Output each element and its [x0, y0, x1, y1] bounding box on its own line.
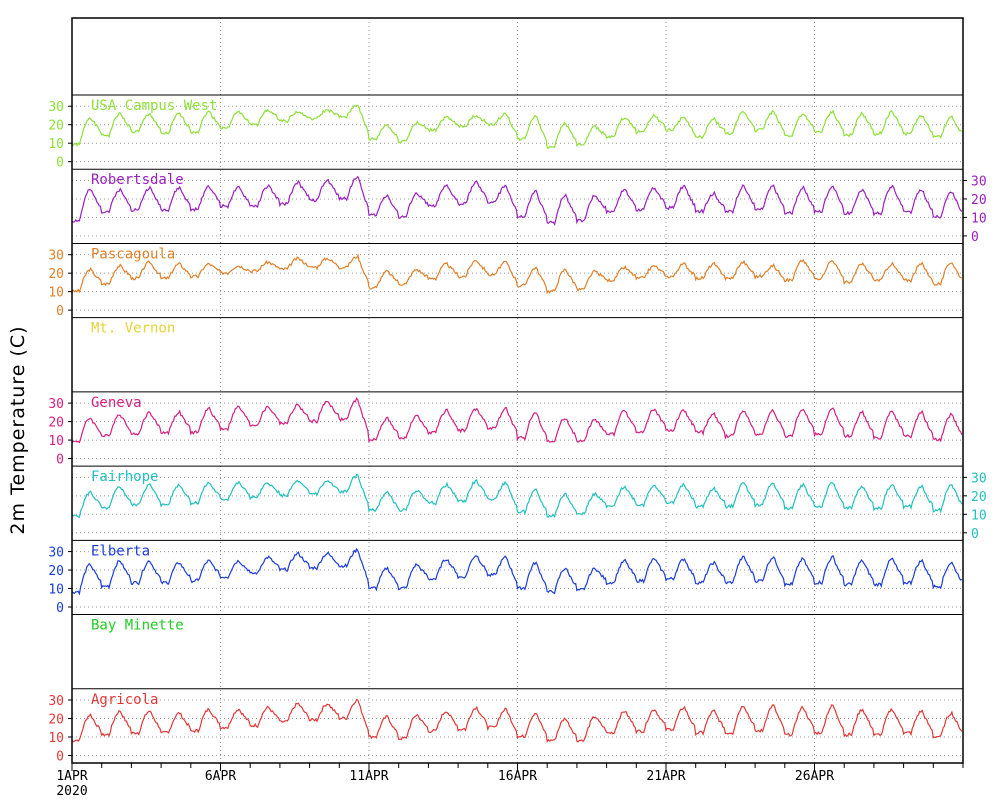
y-tick-label: 10 — [48, 731, 64, 746]
y-tick-label: 10 — [48, 137, 64, 152]
x-tick-sublabel: 2020 — [56, 784, 87, 799]
x-tick-label: 26APR — [795, 769, 834, 784]
y-tick-label: 10 — [48, 434, 64, 449]
series-line-robertsdale — [71, 175, 963, 226]
y-tick-label: 30 — [48, 100, 64, 115]
y-tick-label: 20 — [48, 712, 64, 727]
series-line-elberta — [71, 547, 963, 596]
y-tick-label: 20 — [48, 564, 64, 579]
x-tick-label: 16APR — [498, 769, 537, 784]
y-tick-label: 30 — [971, 174, 987, 189]
y-tick-label: 30 — [48, 694, 64, 709]
y-tick-label: 0 — [56, 749, 64, 764]
panel-label: Bay Minette — [91, 618, 184, 634]
series-line-agricola — [71, 698, 963, 743]
y-tick-label: 0 — [971, 230, 979, 245]
x-tick-label: 1APR — [56, 769, 87, 784]
y-tick-label: 10 — [48, 286, 64, 301]
y-tick-label: 30 — [48, 546, 64, 561]
panel-label: Pascagoula — [91, 246, 175, 262]
y-tick-label: 30 — [48, 249, 64, 264]
series-line-fairhope — [71, 473, 963, 519]
y-tick-label: 10 — [971, 211, 987, 226]
y-tick-label: 0 — [56, 601, 64, 616]
y-tick-label: 30 — [48, 397, 64, 412]
series-line-geneva — [71, 397, 963, 444]
x-tick-label: 21APR — [646, 769, 685, 784]
y-tick-label: 0 — [56, 304, 64, 319]
panel-label: Fairhope — [91, 469, 158, 485]
y-tick-label: 10 — [48, 583, 64, 598]
panel-label: USA Campus West — [91, 98, 217, 114]
y-tick-label: 20 — [48, 416, 64, 431]
x-tick-label: 6APR — [205, 769, 236, 784]
series-line-usa-campus-west — [71, 104, 963, 149]
panel-label: Geneva — [91, 395, 142, 411]
y-tick-label: 10 — [971, 508, 987, 523]
panel-label: Mt. Vernon — [91, 321, 175, 337]
y-tick-label: 0 — [56, 453, 64, 468]
y-tick-label: 0 — [971, 527, 979, 542]
x-tick-label: 11APR — [349, 769, 388, 784]
panel-label: Robertsdale — [91, 172, 184, 188]
panel-label: Agricola — [91, 692, 158, 708]
y-tick-label: 30 — [971, 471, 987, 486]
y-tick-label: 20 — [48, 119, 64, 134]
panel-label: Elberta — [91, 543, 150, 559]
y-axis-label: 2m Temperature (C) — [7, 325, 29, 535]
y-tick-label: 20 — [971, 490, 987, 505]
y-tick-label: 20 — [48, 267, 64, 282]
y-tick-label: 0 — [56, 156, 64, 171]
y-tick-label: 20 — [971, 193, 987, 208]
series-line-pascagoula — [71, 253, 963, 294]
